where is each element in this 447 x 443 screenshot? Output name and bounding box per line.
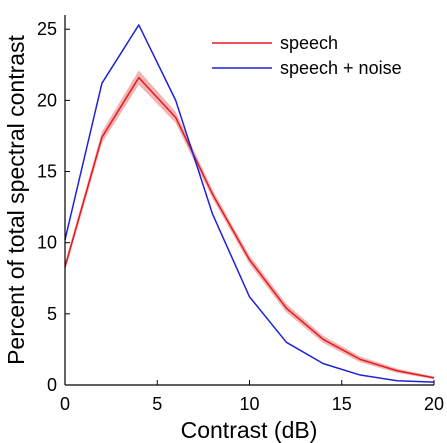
x-tick-label: 15	[332, 394, 352, 414]
legend: speech speech + noise	[212, 33, 402, 78]
legend-label: speech + noise	[280, 58, 402, 78]
tick-labels: 0 5 10 15 20 0 5 10 15 20 25	[37, 19, 444, 414]
series-lines	[64, 24, 435, 383]
y-tick-label: 25	[37, 19, 57, 39]
x-tick-label: 0	[60, 394, 70, 414]
y-tick-label: 10	[37, 233, 57, 253]
series-0-error-band	[65, 70, 434, 380]
y-tick-label: 0	[47, 375, 57, 395]
y-tick-label: 5	[47, 304, 57, 324]
x-tick-label: 10	[239, 394, 259, 414]
legend-label: speech	[280, 33, 338, 53]
tick-marks	[64, 28, 435, 386]
series-1-line	[64, 24, 435, 383]
y-axis-label: Percent of total spectral contrast	[3, 34, 29, 364]
x-tick-label: 20	[424, 394, 444, 414]
confidence-bands	[65, 70, 434, 380]
y-tick-label: 15	[37, 162, 57, 182]
y-tick-label: 20	[37, 90, 57, 110]
x-tick-label: 5	[152, 394, 162, 414]
x-axis-label: Contrast (dB)	[181, 417, 318, 443]
series-0-line	[64, 76, 435, 379]
